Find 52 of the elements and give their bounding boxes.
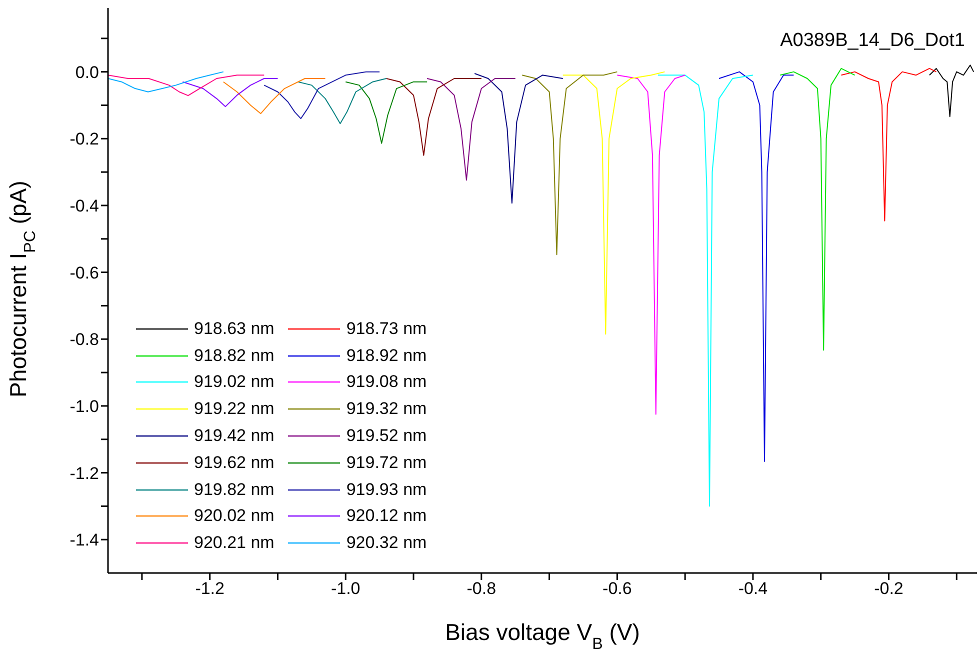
x-axis-title: Bias voltage V$_{B}$ (V): [445, 619, 640, 653]
legend-label: 919.62 nm: [194, 452, 274, 473]
line-series: [928, 64, 974, 118]
legend-label: 919.42 nm: [194, 426, 274, 446]
y-tick-label: 0.0: [75, 62, 99, 82]
line-series: [657, 74, 754, 507]
legend-label: 918.82 nm: [194, 346, 274, 366]
legend-label: 920.32 nm: [346, 533, 427, 554]
legend-label: 918.63 nm: [194, 318, 274, 339]
legend-label: 919.72 nm: [346, 452, 427, 473]
legend-label: 919.93 nm: [346, 480, 427, 500]
y-tick-label: -0.6: [70, 263, 99, 282]
line-series: [108, 71, 224, 92]
legend-label: 919.52 nm: [346, 426, 427, 446]
line-series: [386, 78, 482, 156]
line-series: [222, 78, 326, 114]
x-tick-label: -0.6: [602, 579, 632, 598]
line-series: [718, 71, 794, 462]
legend-label: 920.21 nm: [194, 533, 274, 554]
x-tick-label: -0.4: [738, 579, 768, 598]
legend-label: 919.22 nm: [194, 399, 274, 420]
line-series: [182, 78, 278, 108]
legend-label: 919.02 nm: [194, 372, 274, 392]
legend-label: 919.82 nm: [194, 480, 274, 500]
legend-label: 919.32 nm: [346, 399, 427, 420]
line-series: [345, 81, 428, 144]
legend-label: 918.73 nm: [346, 318, 427, 339]
x-tick-label: -0.8: [466, 579, 496, 598]
line-series: [562, 71, 666, 335]
annotation: A0389B_14_D6_Dot1: [780, 30, 965, 52]
y-tick-label: -0.4: [70, 196, 99, 216]
line-series: [264, 71, 380, 120]
line-series: [298, 78, 387, 124]
y-tick-label: -1.2: [70, 464, 99, 483]
line-series: [426, 78, 516, 181]
line-series: [780, 68, 856, 351]
line-series: [108, 74, 265, 96]
x-tick-label: -1.2: [195, 579, 224, 598]
y-tick-label: -1.0: [70, 396, 99, 416]
x-tick-label: -0.2: [874, 579, 904, 598]
y-tick-label: -0.8: [70, 330, 99, 350]
legend-label: 920.12 nm: [346, 506, 427, 526]
x-tick-label: -1.0: [330, 579, 360, 598]
legend-label: 920.02 nm: [194, 506, 274, 526]
line-series: [474, 72, 564, 204]
y-tick-label: -0.2: [70, 130, 99, 149]
line-series: [522, 71, 618, 256]
legend-label: 918.92 nm: [346, 346, 427, 366]
legend-label: 919.08 nm: [346, 372, 427, 392]
line-series: [616, 74, 686, 415]
line-series: [840, 68, 937, 222]
y-tick-label: -1.4: [70, 530, 99, 550]
